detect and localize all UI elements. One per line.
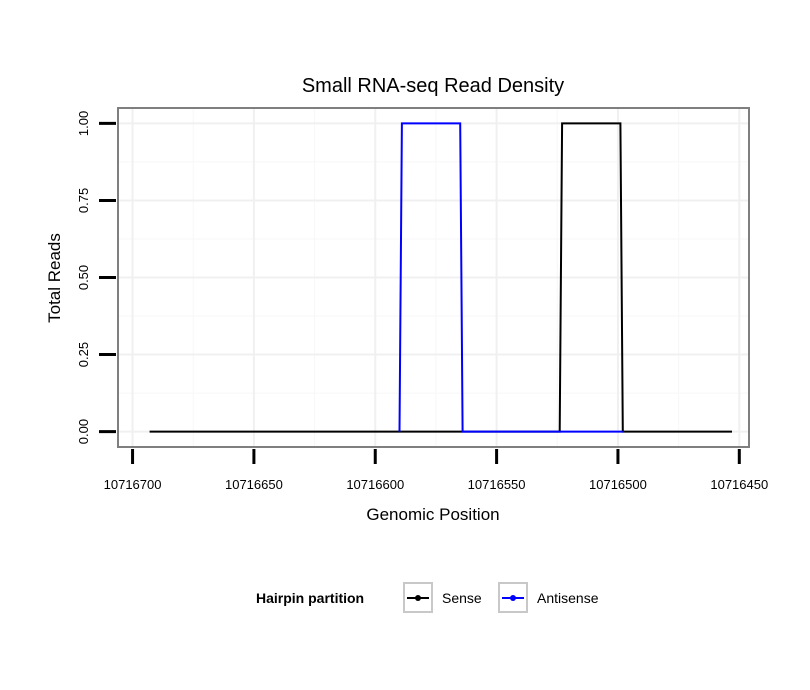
x-tick-label: 10716500	[589, 477, 647, 492]
legend-title: Hairpin partition	[256, 590, 364, 606]
y-tick-label: 0.25	[76, 342, 91, 367]
legend-item-sense: Sense	[403, 582, 482, 613]
y-axis-title: Total Reads	[45, 233, 64, 323]
x-axis-title: Genomic Position	[366, 505, 499, 524]
legend-label-sense: Sense	[442, 590, 482, 606]
plot-border	[117, 107, 750, 448]
legend: Hairpin partition Sense Antisense	[256, 582, 599, 613]
legend-item-antisense: Antisense	[498, 582, 599, 613]
x-tick-label: 10716450	[710, 477, 768, 492]
y-tick-label: 0.00	[76, 419, 91, 444]
series-line-antisense	[398, 122, 623, 433]
chart-title: Small RNA-seq Read Density	[302, 75, 564, 97]
series-layer	[149, 122, 732, 433]
x-tick-label: 10716700	[104, 477, 162, 492]
grid	[119, 109, 748, 446]
y-tick-label: 1.00	[76, 111, 91, 136]
x-tick-label: 10716550	[468, 477, 526, 492]
x-tick-label: 10716600	[346, 477, 404, 492]
axes: 10716700 10716650 10716600 10716550 10716500…	[76, 111, 768, 492]
x-tick-label: 10716650	[225, 477, 283, 492]
y-tick-label: 0.50	[76, 265, 91, 290]
legend-point-antisense	[510, 595, 516, 601]
legend-point-sense	[415, 595, 421, 601]
legend-label-antisense: Antisense	[537, 590, 599, 606]
y-tick-label: 0.75	[76, 188, 91, 213]
